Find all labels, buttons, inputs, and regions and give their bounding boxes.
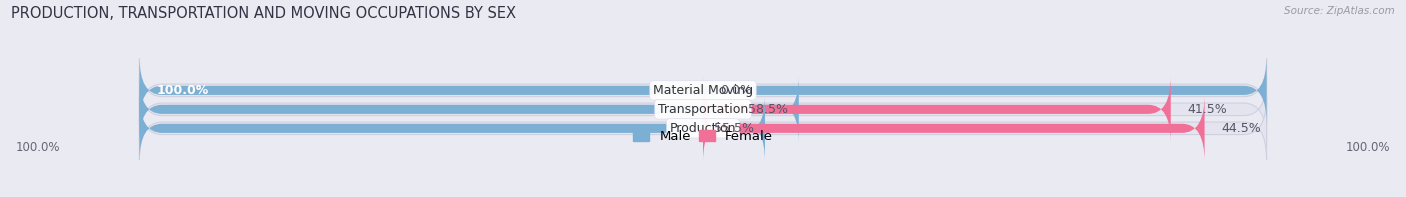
Text: 41.5%: 41.5% [1188,103,1227,116]
Text: 58.5%: 58.5% [748,103,787,116]
Text: 100.0%: 100.0% [15,141,60,154]
FancyBboxPatch shape [703,76,1171,143]
Text: Source: ZipAtlas.com: Source: ZipAtlas.com [1284,6,1395,16]
Text: 100.0%: 100.0% [156,84,208,97]
Text: Production: Production [669,122,737,135]
FancyBboxPatch shape [139,76,799,143]
Text: PRODUCTION, TRANSPORTATION AND MOVING OCCUPATIONS BY SEX: PRODUCTION, TRANSPORTATION AND MOVING OC… [11,6,516,21]
Text: 44.5%: 44.5% [1222,122,1261,135]
Legend: Male, Female: Male, Female [633,130,773,143]
FancyBboxPatch shape [139,57,1267,124]
Text: 0.0%: 0.0% [720,84,752,97]
FancyBboxPatch shape [139,97,1267,160]
Text: Material Moving: Material Moving [652,84,754,97]
Text: Transportation: Transportation [658,103,748,116]
FancyBboxPatch shape [703,95,1205,162]
FancyBboxPatch shape [139,95,765,162]
Text: 100.0%: 100.0% [1346,141,1391,154]
Text: 55.5%: 55.5% [714,122,754,135]
FancyBboxPatch shape [139,59,1267,122]
FancyBboxPatch shape [139,78,1267,141]
